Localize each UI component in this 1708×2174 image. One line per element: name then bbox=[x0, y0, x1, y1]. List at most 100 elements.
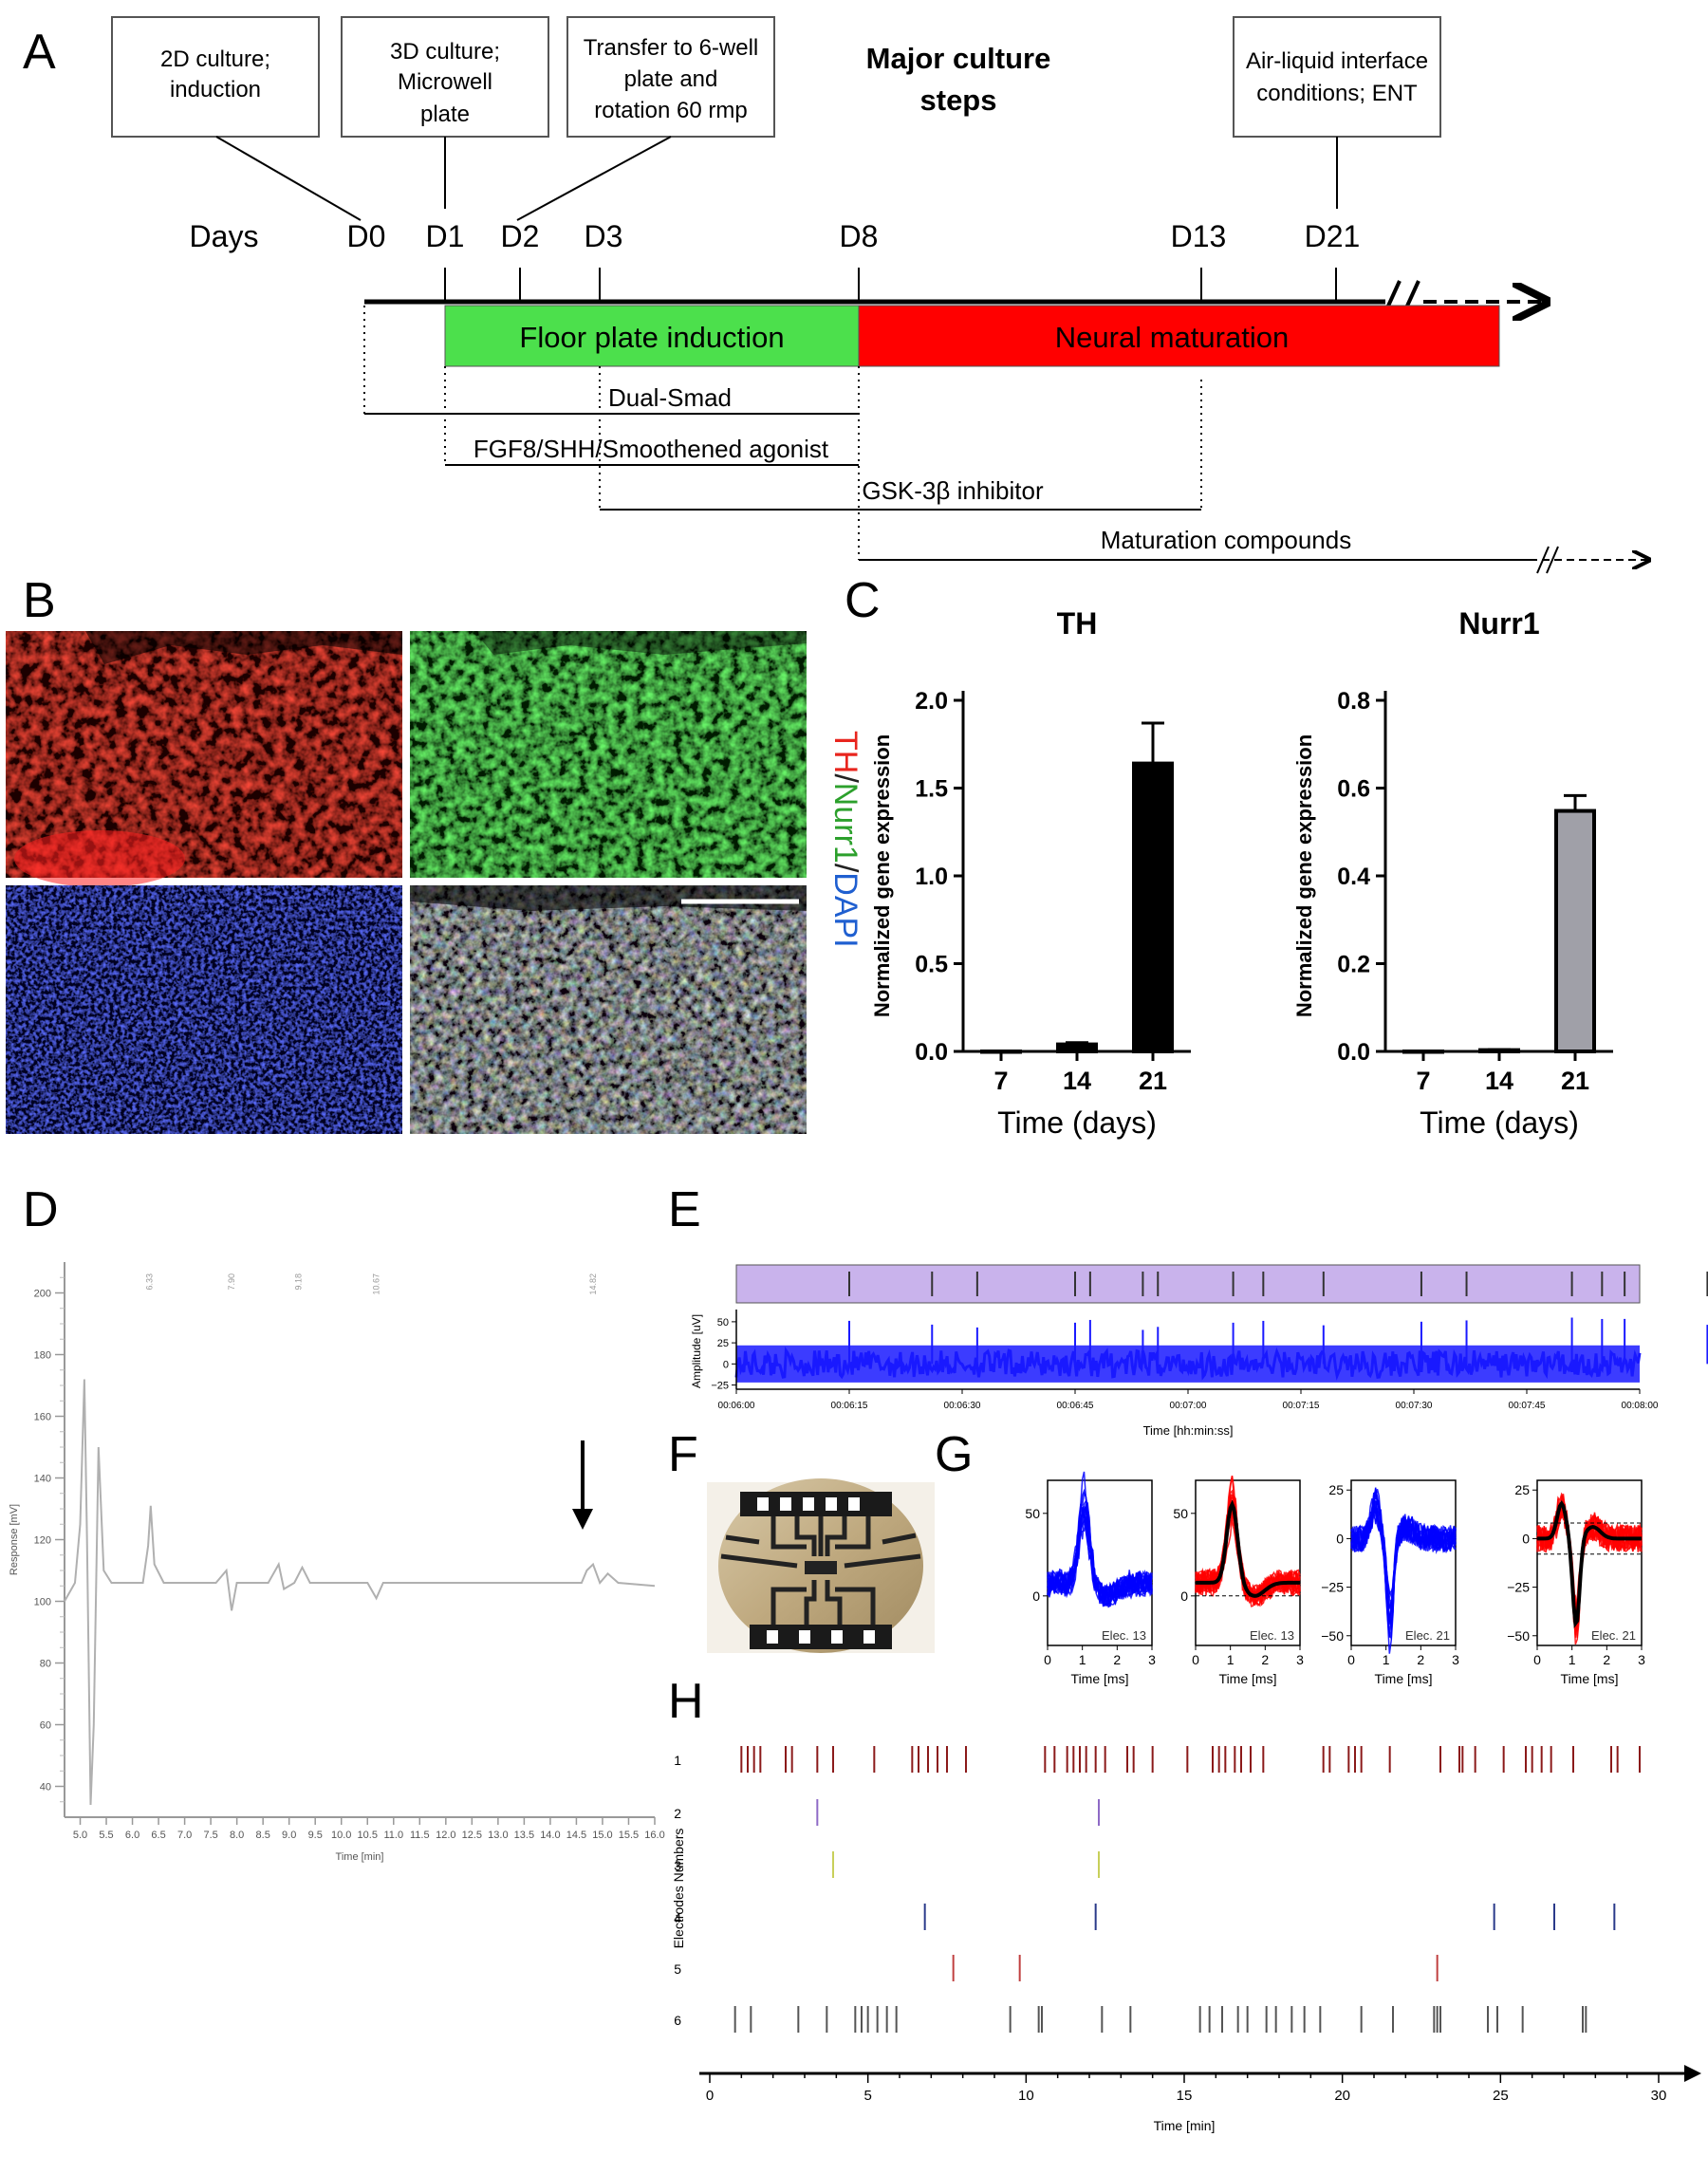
x-tick-label: 16.0 bbox=[644, 1830, 664, 1841]
x-tick-label: 12.5 bbox=[462, 1830, 482, 1841]
y-axis-title: Amplitude [uV] bbox=[690, 1314, 703, 1388]
x-tick-label: 0 bbox=[1044, 1652, 1051, 1667]
x-tick-label: 5.0 bbox=[73, 1830, 87, 1841]
chart-title: TH bbox=[1057, 606, 1098, 641]
x-axis-title: Time [ms] bbox=[1561, 1671, 1619, 1686]
day-tick-d0: D0 bbox=[347, 219, 386, 253]
day-tick-d1: D1 bbox=[426, 219, 465, 253]
x-tick-label: 00:06:45 bbox=[1057, 1401, 1094, 1411]
bar bbox=[1132, 761, 1174, 1053]
step-box-line: Transfer to 6-well bbox=[584, 35, 759, 61]
stain-th: TH bbox=[827, 731, 863, 773]
step-box-line: plate bbox=[420, 102, 470, 127]
x-tick-label: 21 bbox=[1139, 1067, 1167, 1095]
step-box-3d-culture: 3D culture; Microwell plate bbox=[341, 16, 549, 138]
y-axis-title: Response [mV] bbox=[9, 1504, 20, 1575]
x-tick-label: 21 bbox=[1561, 1067, 1589, 1095]
y-tick-label: 50 bbox=[717, 1317, 729, 1329]
floor-plate-label: Floor plate induction bbox=[519, 321, 784, 354]
panel-label-e: E bbox=[668, 1182, 701, 1237]
waveform-frame bbox=[1047, 1479, 1153, 1646]
x-tick-label: 00:07:00 bbox=[1170, 1401, 1207, 1411]
panel-a-title-2: steps bbox=[920, 84, 997, 117]
x-tick-label: 3 bbox=[1638, 1652, 1645, 1667]
mea-chip-image bbox=[707, 1478, 935, 1653]
y-tick-label: −25 bbox=[711, 1381, 729, 1392]
x-tick-label: 00:06:00 bbox=[718, 1401, 755, 1411]
y-tick-label: 0 bbox=[1522, 1531, 1530, 1546]
day-tick-d8: D8 bbox=[840, 219, 879, 253]
y-axis-title: Normalized gene expression bbox=[870, 734, 894, 1017]
x-tick-label: 13.0 bbox=[488, 1830, 508, 1841]
y-tick-label: −50 bbox=[1507, 1628, 1530, 1644]
x-tick-label: 2 bbox=[1417, 1652, 1424, 1667]
x-tick-label: 14 bbox=[1063, 1067, 1091, 1095]
y-tick-label: 40 bbox=[40, 1782, 51, 1793]
step-box-line: Microwell bbox=[398, 69, 492, 95]
x-axis-title: Time [ms] bbox=[1219, 1671, 1277, 1686]
spike-trace bbox=[1047, 1505, 1153, 1603]
treatment-fgf8: FGF8/SHH/Smoothened agonist bbox=[473, 435, 829, 463]
x-tick-label: 3 bbox=[1452, 1652, 1459, 1667]
y-axis-title: Electrodes Numbers bbox=[671, 1829, 686, 1949]
x-tick-label: 3 bbox=[1296, 1652, 1304, 1667]
day-tick-d2: D2 bbox=[501, 219, 540, 253]
y-tick-label: 140 bbox=[34, 1474, 51, 1485]
x-tick-label: 9.0 bbox=[282, 1830, 296, 1841]
day-tick-d3: D3 bbox=[585, 219, 623, 253]
y-tick-label: 60 bbox=[40, 1720, 51, 1732]
x-tick-label: 00:07:15 bbox=[1283, 1401, 1320, 1411]
x-tick-label: 0 bbox=[1192, 1652, 1199, 1667]
floor-plate-bar bbox=[444, 305, 860, 367]
panel-label-b: B bbox=[23, 573, 56, 628]
panel-a-title: Major culture bbox=[866, 42, 1051, 75]
x-tick-label: 15.0 bbox=[592, 1830, 612, 1841]
x-axis-title: Time [ms] bbox=[1375, 1671, 1433, 1686]
x-axis-title: Time [hh:min:ss] bbox=[1143, 1423, 1234, 1438]
waveform-frame bbox=[1350, 1479, 1457, 1646]
step-box-2d-culture: 2D culture; induction bbox=[111, 16, 320, 138]
row-label: 5 bbox=[674, 1961, 681, 1977]
y-tick-label: 0 bbox=[723, 1359, 729, 1370]
panel-label-g: G bbox=[935, 1427, 973, 1482]
treatment-gsk3b: GSK-3β inhibitor bbox=[862, 476, 1044, 505]
x-tick-label: 7.0 bbox=[177, 1830, 192, 1841]
y-tick-label: 0.5 bbox=[915, 952, 948, 978]
x-tick-label: 1 bbox=[1079, 1652, 1086, 1667]
x-tick-label: 5.5 bbox=[99, 1830, 113, 1841]
y-tick-label: −25 bbox=[1507, 1580, 1530, 1595]
days-label: Days bbox=[190, 219, 259, 253]
panel-label-f: F bbox=[668, 1427, 698, 1482]
y-tick-label: 160 bbox=[34, 1412, 51, 1423]
x-tick-label: 00:08:00 bbox=[1622, 1401, 1659, 1411]
spike-detection-band bbox=[735, 1264, 1641, 1304]
x-tick-label: 0 bbox=[706, 2088, 714, 2104]
x-tick-label: 13.5 bbox=[514, 1830, 534, 1841]
chart-raw-trace: 50 25 0 −25 00:06:00 00:06:15 00:06:30 00:06:45… bbox=[690, 1264, 1708, 1438]
x-tick-label: 11.0 bbox=[383, 1830, 403, 1841]
x-tick-label: 5 bbox=[863, 2088, 871, 2104]
treatment-maturation: Maturation compounds bbox=[1101, 526, 1351, 554]
y-tick-label: 0 bbox=[1180, 1589, 1188, 1604]
row-label: 6 bbox=[674, 2013, 681, 2028]
chart-raster: 1 2 3 4 5 6 0 5 10 15 20 25 30 Time [min] Electrodes N… bbox=[671, 1746, 1701, 2133]
x-tick-label: 11.5 bbox=[410, 1830, 430, 1841]
peak-annotation: 6.33 bbox=[145, 1273, 155, 1291]
x-tick-label: 15 bbox=[1177, 2088, 1193, 2104]
raw-trace-band bbox=[736, 1345, 1640, 1383]
x-tick-label: 10.5 bbox=[358, 1830, 378, 1841]
x-tick-label: 9.5 bbox=[308, 1830, 323, 1841]
x-tick-label: 14.0 bbox=[540, 1830, 560, 1841]
x-axis-arrow bbox=[1684, 2065, 1701, 2082]
waveform-frame bbox=[1195, 1479, 1301, 1646]
x-tick-label: 1 bbox=[1383, 1652, 1390, 1667]
mean-waveform bbox=[1537, 1500, 1642, 1629]
micrograph-dapi-blue bbox=[6, 885, 402, 1134]
y-tick-label: 0.0 bbox=[1337, 1039, 1370, 1066]
x-axis-title: Time (days) bbox=[1420, 1106, 1579, 1140]
neural-maturation-label: Neural maturation bbox=[1055, 321, 1289, 354]
chart-spike-waveforms: 50 0 0 1 2 3 Time [ms] Elec. 13 50 0 0 1 2 3 Time [ms]… bbox=[1025, 1471, 1645, 1686]
stain-dapi: DAPI bbox=[827, 872, 863, 947]
chart-th: TH 0.0 0.5 1.0 1.5 2.0 7 14 21 Time (days) Normali… bbox=[870, 606, 1191, 1140]
